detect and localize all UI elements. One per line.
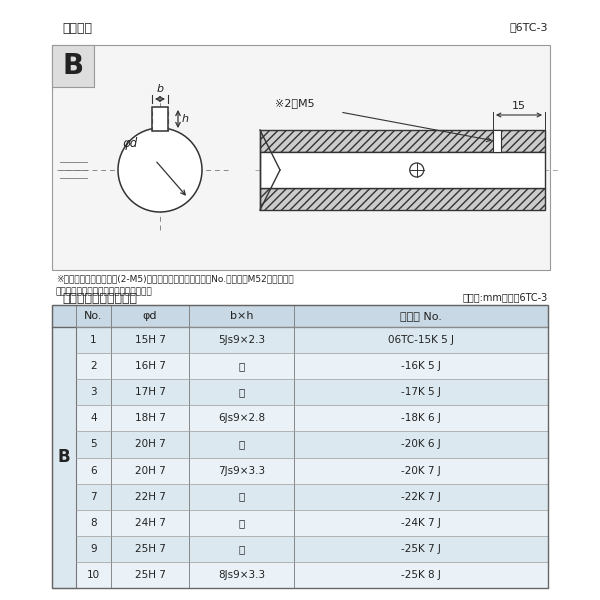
Bar — [76, 562, 548, 588]
Text: 20H 7: 20H 7 — [134, 466, 166, 476]
Text: 18H 7: 18H 7 — [134, 413, 166, 424]
Text: 16H 7: 16H 7 — [134, 361, 166, 371]
Text: 25H 7: 25H 7 — [134, 570, 166, 580]
Bar — [76, 536, 548, 562]
Text: 15H 7: 15H 7 — [134, 335, 166, 345]
Bar — [76, 458, 548, 484]
Text: 〃: 〃 — [238, 544, 245, 554]
Text: h: h — [182, 114, 189, 124]
Text: （セットボルトは付属されています。）: （セットボルトは付属されています。） — [56, 287, 153, 296]
Text: ※2－M5: ※2－M5 — [275, 98, 314, 108]
Text: -18K 6 J: -18K 6 J — [401, 413, 441, 424]
Text: 3: 3 — [90, 387, 97, 397]
Bar — [76, 353, 548, 379]
Text: -20K 6 J: -20K 6 J — [401, 439, 441, 449]
Circle shape — [118, 128, 202, 212]
Text: -20K 7 J: -20K 7 J — [401, 466, 441, 476]
Bar — [52, 45, 94, 87]
Bar — [76, 510, 548, 536]
Text: 8Js9×3.3: 8Js9×3.3 — [218, 570, 265, 580]
Text: 図6TC-3: 図6TC-3 — [509, 22, 548, 32]
Text: 4: 4 — [90, 413, 97, 424]
Text: b×h: b×h — [230, 311, 253, 321]
Text: 10: 10 — [87, 570, 100, 580]
Bar — [260, 188, 545, 210]
Text: ※セットボルト用タップ(2-M5)が必要な場合は右記コードNo.の末尾にM52を付ける。: ※セットボルト用タップ(2-M5)が必要な場合は右記コードNo.の末尾にM52を… — [56, 274, 293, 283]
Bar — [260, 130, 545, 152]
Text: 軸穴形状: 軸穴形状 — [62, 22, 92, 35]
Bar — [52, 45, 550, 270]
Text: 5: 5 — [90, 439, 97, 449]
Text: 〃: 〃 — [238, 518, 245, 528]
Bar — [76, 484, 548, 510]
Bar — [52, 327, 76, 588]
Text: 〃: 〃 — [238, 361, 245, 371]
Bar — [52, 305, 548, 588]
Text: 06TC-15K 5 J: 06TC-15K 5 J — [388, 335, 454, 345]
Text: 8: 8 — [90, 518, 97, 528]
Text: 〃: 〃 — [238, 491, 245, 502]
Bar — [152, 107, 168, 131]
Text: -25K 8 J: -25K 8 J — [401, 570, 441, 580]
Bar — [76, 327, 548, 353]
Text: φd: φd — [122, 137, 137, 150]
Text: -17K 5 J: -17K 5 J — [401, 387, 441, 397]
Text: 〃: 〃 — [238, 439, 245, 449]
Text: No.: No. — [84, 311, 103, 321]
Bar — [76, 406, 548, 431]
Text: 2: 2 — [90, 361, 97, 371]
Bar — [493, 130, 501, 152]
Text: 15: 15 — [512, 101, 526, 111]
Text: 25H 7: 25H 7 — [134, 544, 166, 554]
Text: 17H 7: 17H 7 — [134, 387, 166, 397]
Text: 〃: 〃 — [238, 387, 245, 397]
Text: -16K 5 J: -16K 5 J — [401, 361, 441, 371]
Text: B: B — [58, 449, 70, 467]
Text: 1: 1 — [90, 335, 97, 345]
Text: 22H 7: 22H 7 — [134, 491, 166, 502]
Text: -25K 7 J: -25K 7 J — [401, 544, 441, 554]
Text: b: b — [157, 84, 164, 94]
Bar — [260, 152, 545, 188]
Text: -24K 7 J: -24K 7 J — [401, 518, 441, 528]
Text: 6Js9×2.8: 6Js9×2.8 — [218, 413, 265, 424]
Text: 5Js9×2.3: 5Js9×2.3 — [218, 335, 265, 345]
Text: 軸穴形状コード一覧表: 軸穴形状コード一覧表 — [62, 292, 137, 305]
Text: 6: 6 — [90, 466, 97, 476]
Text: 9: 9 — [90, 544, 97, 554]
Text: B: B — [62, 52, 83, 80]
Bar — [76, 379, 548, 406]
Text: （単位:mm）　表6TC-3: （単位:mm） 表6TC-3 — [463, 292, 548, 302]
Text: -22K 7 J: -22K 7 J — [401, 491, 441, 502]
Circle shape — [410, 163, 424, 177]
Text: 24H 7: 24H 7 — [134, 518, 166, 528]
Text: 7: 7 — [90, 491, 97, 502]
Text: 20H 7: 20H 7 — [134, 439, 166, 449]
Text: 7Js9×3.3: 7Js9×3.3 — [218, 466, 265, 476]
Text: φd: φd — [143, 311, 157, 321]
Bar — [52, 305, 548, 327]
Text: コード No.: コード No. — [400, 311, 442, 321]
Bar — [76, 431, 548, 457]
